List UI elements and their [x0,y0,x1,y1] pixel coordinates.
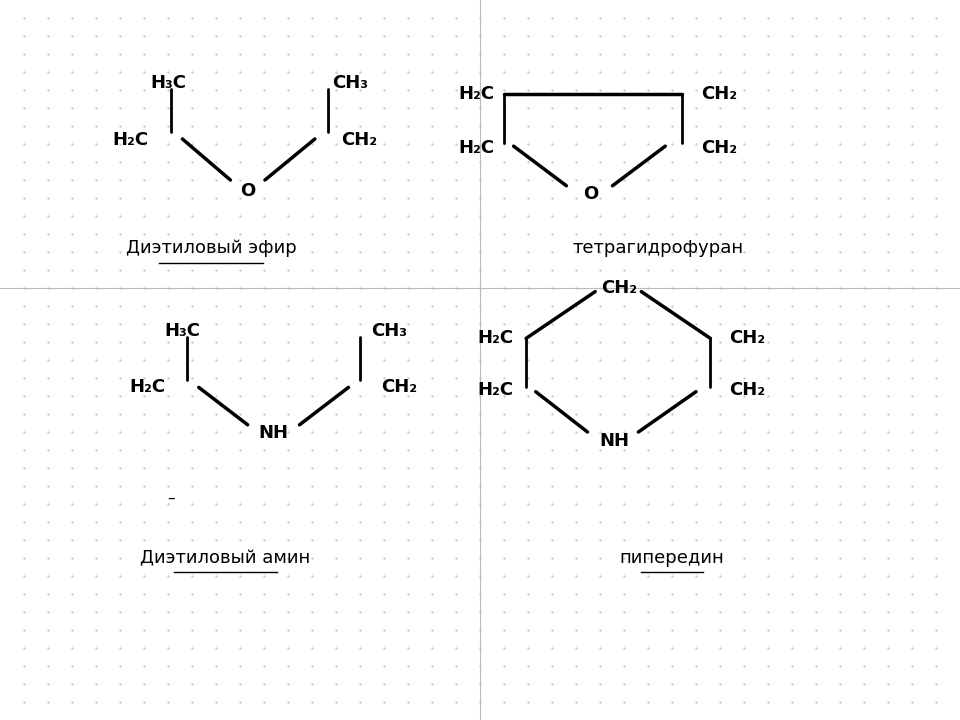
Text: H₂C: H₂C [129,379,165,396]
Text: CH₂: CH₂ [601,279,637,297]
Text: H₂C: H₂C [458,85,494,103]
Text: CH₃: CH₃ [332,74,369,92]
Text: NH: NH [599,432,630,449]
Text: пипередин: пипередин [619,549,725,567]
Text: CH₂: CH₂ [381,379,418,396]
Text: Диэтиловый амин: Диэтиловый амин [140,549,311,567]
Text: H₂C: H₂C [477,330,514,348]
Text: O: O [240,182,255,200]
Text: CH₂: CH₂ [341,132,377,150]
Text: CH₂: CH₂ [701,85,737,103]
Text: CH₃: CH₃ [371,323,407,341]
Text: Диэтиловый эфир: Диэтиловый эфир [126,239,297,258]
Text: H₂C: H₂C [112,132,149,150]
Text: H₂C: H₂C [458,138,494,157]
Text: CH₂: CH₂ [730,382,766,399]
Text: H₃C: H₃C [164,323,201,341]
Text: CH₂: CH₂ [730,330,766,348]
Text: тетрагидрофуран: тетрагидрофуран [572,239,743,258]
Text: O: O [583,186,598,204]
Text: CH₂: CH₂ [701,138,737,157]
Text: H₂C: H₂C [477,382,514,399]
Text: –: – [167,491,175,505]
Text: H₃C: H₃C [150,74,186,92]
Text: NH: NH [258,425,289,442]
